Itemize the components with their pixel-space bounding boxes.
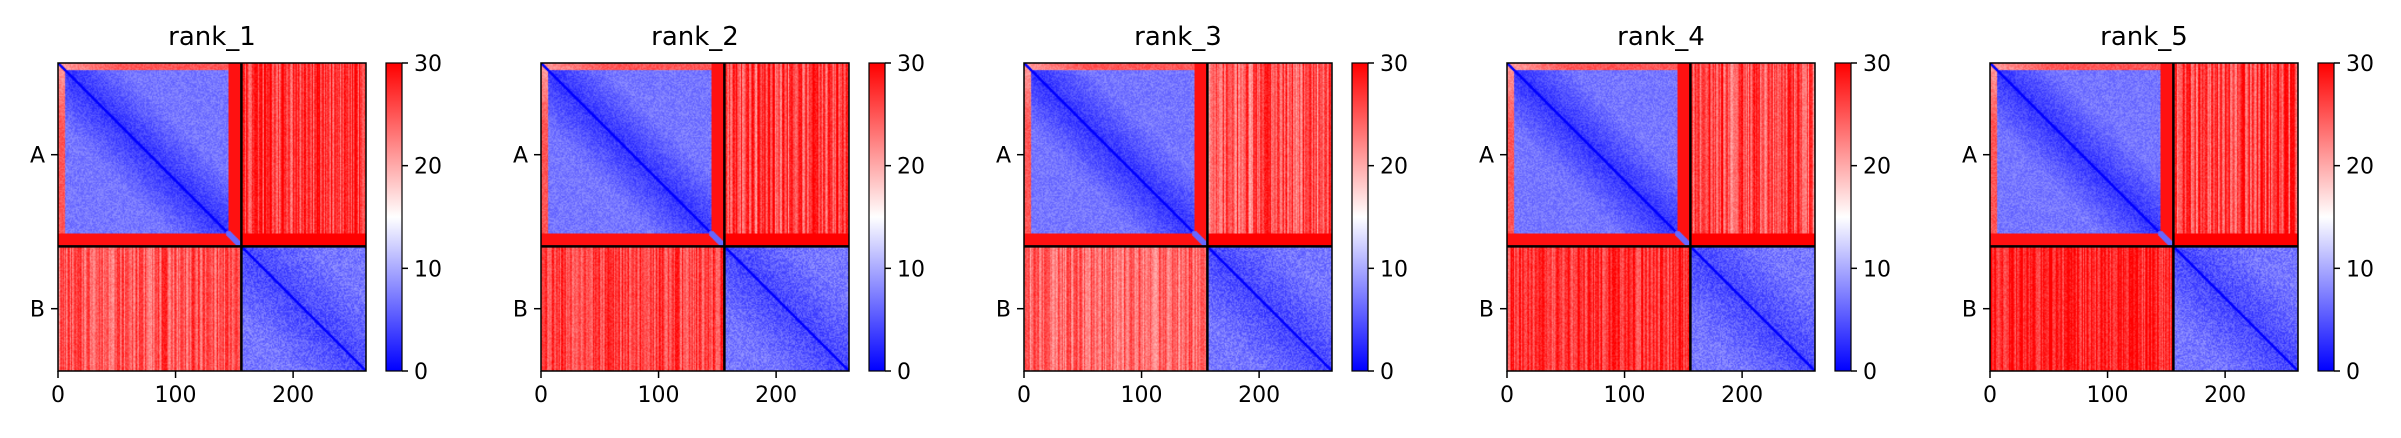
colorbar-tick-label: 20 (897, 155, 925, 180)
heatmap-panel: rank_4 A B 0 100 200 0 10 20 30 (1479, 22, 1891, 408)
colorbar-tick-label: 10 (1380, 257, 1408, 282)
x-tick-label: 200 (272, 383, 314, 408)
heatmap-panel: rank_3 A B 0 100 200 0 10 20 30 (996, 22, 1408, 408)
x-tick-label: 0 (51, 383, 65, 408)
chain-label: A (30, 144, 45, 169)
chain-label: B (1962, 298, 1977, 323)
panel-title: rank_4 (1617, 22, 1705, 52)
colorbar-tick-label: 0 (414, 360, 428, 385)
colorbar-tick-label: 10 (414, 257, 442, 282)
x-tick-label: 100 (2087, 383, 2129, 408)
panel-title: rank_5 (2100, 22, 2188, 52)
x-tick-label: 100 (1121, 383, 1163, 408)
heatmap-panel: rank_1 A B 0 100 200 0 10 20 30 (30, 22, 442, 408)
chain-label: B (30, 298, 45, 323)
x-tick-label: 0 (534, 383, 548, 408)
chain-label: B (1479, 298, 1494, 323)
colorbar (2317, 62, 2335, 372)
panel-title: rank_3 (1134, 22, 1222, 52)
x-tick-label: 200 (1238, 383, 1280, 408)
colorbar-tick-label: 30 (414, 52, 442, 77)
x-tick-label: 200 (1721, 383, 1763, 408)
colorbar-tick-label: 30 (1380, 52, 1408, 77)
panel-title: rank_2 (651, 22, 739, 52)
colorbar-tick-label: 20 (1380, 155, 1408, 180)
colorbar-tick-label: 10 (2346, 257, 2374, 282)
x-tick-label: 100 (155, 383, 197, 408)
heatmap-image (541, 63, 849, 371)
plot-frame (57, 62, 367, 372)
plot-frame (1989, 62, 2299, 372)
x-tick-label: 0 (1983, 383, 1997, 408)
plot-frame (540, 62, 850, 372)
x-tick-label: 0 (1500, 383, 1514, 408)
panel-title: rank_1 (168, 22, 256, 52)
heatmap-panel: rank_2 A B 0 100 200 0 10 20 30 (513, 22, 925, 408)
plot-frame (1023, 62, 1333, 372)
colorbar (1834, 62, 1852, 372)
plot-frame (1506, 62, 1816, 372)
colorbar-tick-label: 0 (1863, 360, 1877, 385)
colorbar-tick-label: 30 (1863, 52, 1891, 77)
heatmap-image (1507, 63, 1815, 371)
heatmap-image (58, 63, 366, 371)
colorbar-tick-label: 30 (897, 52, 925, 77)
colorbar (868, 62, 886, 372)
chain-label: B (513, 298, 528, 323)
heatmap-image (1990, 63, 2298, 371)
x-tick-label: 100 (638, 383, 680, 408)
colorbar-tick-label: 20 (1863, 155, 1891, 180)
colorbar-tick-label: 10 (1863, 257, 1891, 282)
heatmap-panel: rank_5 A B 0 100 200 0 10 20 30 (1962, 22, 2374, 408)
chain-label: A (1479, 144, 1494, 169)
colorbar (1351, 62, 1369, 372)
x-tick-label: 0 (1017, 383, 1031, 408)
colorbar-tick-label: 0 (2346, 360, 2360, 385)
x-tick-label: 200 (755, 383, 797, 408)
chain-label: A (996, 144, 1011, 169)
chain-label: A (513, 144, 528, 169)
chain-label: B (996, 298, 1011, 323)
colorbar-tick-label: 10 (897, 257, 925, 282)
x-tick-label: 200 (2204, 383, 2246, 408)
colorbar-tick-label: 0 (1380, 360, 1394, 385)
chain-label: A (1962, 144, 1977, 169)
colorbar-tick-label: 30 (2346, 52, 2374, 77)
colorbar-tick-label: 20 (414, 155, 442, 180)
heatmap-image (1024, 63, 1332, 371)
colorbar-tick-label: 20 (2346, 155, 2374, 180)
colorbar-tick-label: 0 (897, 360, 911, 385)
colorbar (385, 62, 403, 372)
x-tick-label: 100 (1604, 383, 1646, 408)
